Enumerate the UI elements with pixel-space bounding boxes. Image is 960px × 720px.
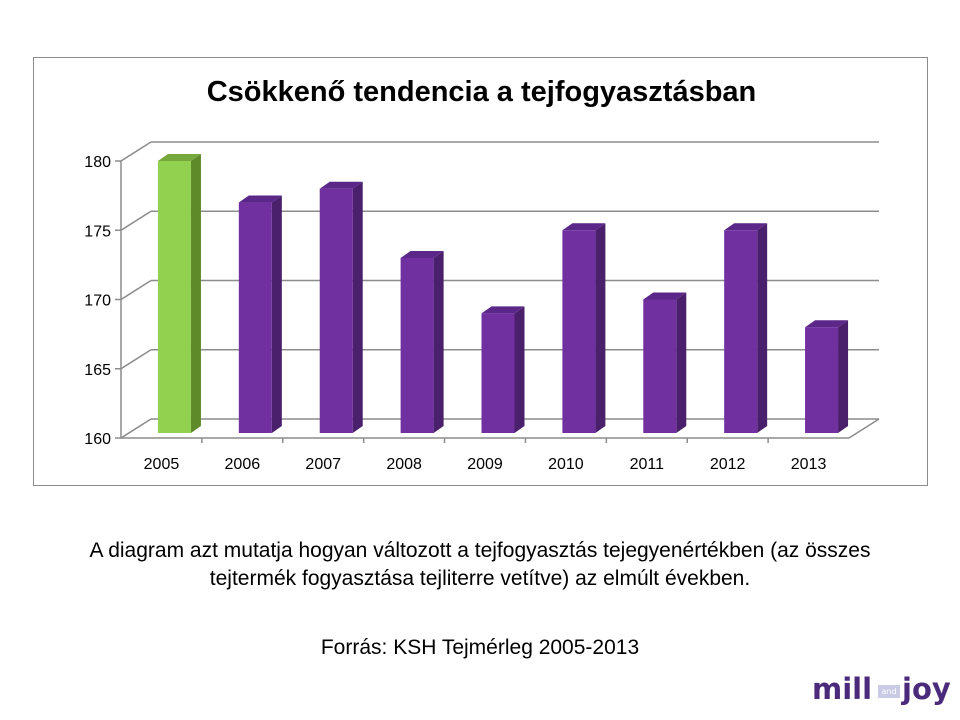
bar-2006 bbox=[238, 202, 272, 433]
y-tick-label: 175 bbox=[84, 223, 111, 240]
bar-top bbox=[805, 320, 849, 328]
gridline-side bbox=[120, 141, 152, 162]
logo-joy: joy bbox=[902, 672, 951, 706]
bar-top bbox=[157, 154, 201, 161]
y-tick-label: 170 bbox=[84, 293, 111, 310]
logo-mill: mill bbox=[812, 672, 873, 706]
x-tick-label: 2009 bbox=[467, 456, 503, 473]
bar-top bbox=[319, 181, 363, 189]
x-tick-label: 2005 bbox=[144, 456, 180, 473]
bar-top bbox=[724, 223, 768, 231]
gridline-side bbox=[120, 418, 152, 439]
chart-title: Csökkenő tendencia a tejfogyasztásban bbox=[206, 76, 757, 108]
gridline-side bbox=[120, 349, 152, 370]
x-tick-label: 2013 bbox=[791, 456, 827, 473]
bar-2011 bbox=[643, 299, 677, 433]
gridline-side bbox=[120, 210, 152, 231]
x-tick-label: 2007 bbox=[305, 456, 341, 473]
bar-top bbox=[562, 223, 606, 231]
bar-side bbox=[271, 195, 282, 433]
floor-edge bbox=[848, 418, 880, 439]
bar-top bbox=[238, 195, 282, 203]
source-note: Forrás: KSH Tejmérleg 2005-2013 bbox=[320, 636, 640, 659]
y-tick-label: 180 bbox=[84, 154, 111, 171]
bar-side bbox=[595, 223, 606, 433]
bar-side bbox=[514, 306, 525, 433]
mill-and-joy-logo: mill and joy bbox=[812, 672, 952, 712]
x-tick-label: 2011 bbox=[630, 456, 665, 473]
bar-2012 bbox=[724, 230, 758, 433]
x-tick-label: 2012 bbox=[710, 456, 746, 473]
x-tick-label: 2006 bbox=[225, 456, 261, 473]
x-tick-label: 2010 bbox=[548, 456, 584, 473]
bar-side bbox=[757, 223, 768, 433]
gridline-side bbox=[120, 279, 152, 301]
chart-frame: Csökkenő tendencia a tejfogyasztásban 16… bbox=[33, 57, 928, 486]
bar-side bbox=[352, 181, 363, 433]
bar-side bbox=[676, 292, 687, 433]
bar-side bbox=[190, 154, 201, 433]
chart-caption: A diagram azt mutatja hogyan változott a… bbox=[89, 539, 871, 590]
bar-2005 bbox=[157, 161, 191, 433]
bar-top bbox=[400, 250, 444, 258]
y-tick-label: 160 bbox=[84, 431, 111, 448]
bar-chart: 160 165 170 175 180 2005 2006 2007 2008 2009 2010 2… bbox=[84, 141, 880, 473]
bar-2013 bbox=[805, 327, 839, 433]
bar-2010 bbox=[562, 230, 596, 433]
bar-side bbox=[433, 250, 444, 433]
x-tick-label: 2008 bbox=[386, 456, 422, 473]
bar-2008 bbox=[400, 257, 434, 433]
bar-side bbox=[838, 320, 849, 433]
logo-and: and bbox=[878, 685, 900, 698]
y-tick-label: 165 bbox=[84, 362, 111, 379]
bar-2009 bbox=[481, 313, 515, 433]
bar-2007 bbox=[319, 188, 353, 433]
bar-top bbox=[643, 292, 687, 300]
bar-top bbox=[481, 306, 525, 314]
